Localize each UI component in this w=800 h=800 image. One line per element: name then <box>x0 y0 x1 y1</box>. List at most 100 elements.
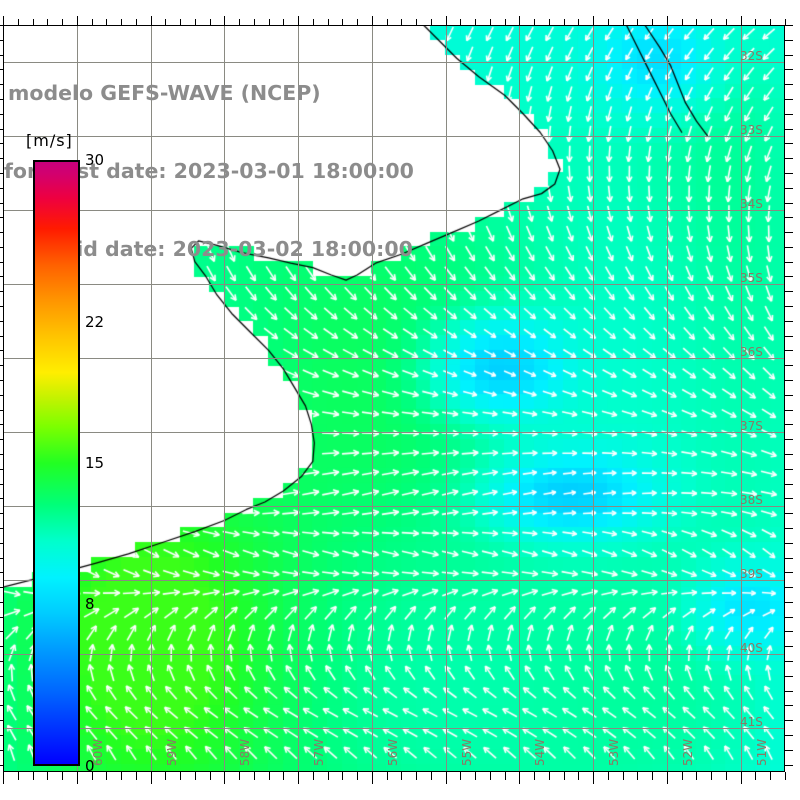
axis-tick <box>785 513 793 514</box>
axis-tick <box>785 203 793 204</box>
latitude-label: 40S <box>740 640 763 655</box>
gridline-lat <box>3 358 785 359</box>
axis-tick <box>534 772 535 780</box>
axis-tick <box>785 765 793 766</box>
latitude-label: 36S <box>740 344 763 359</box>
axis-tick <box>151 772 152 784</box>
axis-tick <box>785 99 793 100</box>
gridline-lat <box>3 580 785 581</box>
axis-tick <box>785 454 793 455</box>
gridline-lon <box>224 25 225 772</box>
gridline-lon <box>741 25 742 772</box>
axis-tick <box>121 772 122 780</box>
gridline-lat <box>3 654 785 655</box>
gridline-lat <box>3 62 785 63</box>
axis-tick <box>578 772 579 780</box>
axis-tick <box>785 691 793 692</box>
axis-tick <box>785 410 793 411</box>
axis-tick <box>785 558 793 559</box>
axis-tick <box>785 217 793 218</box>
axis-tick <box>401 772 402 780</box>
axis-tick <box>623 772 624 780</box>
axis-tick <box>785 365 793 366</box>
axis-tick <box>328 772 329 780</box>
axis-tick <box>770 772 771 780</box>
axis-tick <box>608 772 609 780</box>
latitude-label: 39S <box>740 566 763 581</box>
colorbar[interactable] <box>33 160 80 766</box>
longitude-label: 52W <box>680 738 695 766</box>
latitude-label: 41S <box>740 714 763 729</box>
title-model-line: modelo GEFS-WAVE (NCEP) <box>8 81 321 105</box>
axis-tick <box>785 705 793 706</box>
axis-tick <box>195 772 196 780</box>
title-valid-date: valid date: 2023-03-02 18:00:00 <box>42 237 413 261</box>
latitude-label: 34S <box>740 196 763 211</box>
gridline-lon <box>667 25 668 772</box>
axis-tick <box>785 587 793 588</box>
axis-tick <box>180 772 181 780</box>
axis-tick <box>269 772 270 780</box>
axis-tick <box>18 772 19 780</box>
axis-tick <box>785 572 793 573</box>
title-forecast-date: forecast date: 2023-03-01 18:00:00 <box>4 159 414 183</box>
axis-tick <box>313 772 314 780</box>
axis-tick <box>785 114 793 115</box>
map-plot-area[interactable] <box>3 25 785 772</box>
axis-tick <box>785 661 793 662</box>
axis-tick <box>505 772 506 780</box>
axis-ticks-right <box>785 25 797 772</box>
axis-tick <box>785 188 793 189</box>
axis-tick <box>785 321 793 322</box>
axis-tick <box>785 380 793 381</box>
axis-tick <box>62 772 63 780</box>
axis-tick <box>726 772 727 780</box>
axis-tick <box>490 772 491 780</box>
axis-tick <box>475 772 476 780</box>
latitude-label: 35S <box>740 270 763 285</box>
axis-tick <box>564 772 565 780</box>
axis-tick <box>785 40 793 41</box>
axis-tick <box>785 631 793 632</box>
axis-tick <box>785 336 793 337</box>
latitude-label: 33S <box>740 122 763 137</box>
axis-tick <box>3 772 4 784</box>
axis-tick <box>696 772 697 780</box>
gridline-lon <box>519 25 520 772</box>
axis-tick <box>785 439 793 440</box>
axis-tick <box>239 772 240 780</box>
colorbar-tick-label: 30 <box>85 151 105 169</box>
axis-tick <box>165 772 166 780</box>
axis-tick <box>785 69 793 70</box>
colorbar-unit-label: [m/s] <box>26 131 73 150</box>
axis-tick <box>785 84 793 85</box>
gridline-lat <box>3 506 785 507</box>
axis-tick <box>372 772 373 784</box>
axis-tick <box>785 350 793 351</box>
longitude-label: 58W <box>238 738 253 766</box>
axis-tick <box>785 772 786 780</box>
latitude-label: 37S <box>740 418 763 433</box>
axis-tick <box>254 772 255 780</box>
axis-tick <box>283 772 284 780</box>
axis-tick <box>785 173 793 174</box>
axis-tick <box>755 772 756 780</box>
axis-tick <box>224 772 225 784</box>
gridline-lon <box>372 25 373 772</box>
axis-tick <box>387 772 388 780</box>
axis-tick <box>785 646 793 647</box>
axis-tick <box>785 262 793 263</box>
axis-tick <box>652 772 653 780</box>
axis-tick <box>785 735 793 736</box>
axis-tick <box>33 772 34 780</box>
axis-tick <box>357 772 358 780</box>
axis-tick <box>785 19 786 26</box>
axis-tick <box>637 772 638 780</box>
gridline-lon <box>593 25 594 772</box>
axis-tick <box>711 772 712 780</box>
axis-tick <box>741 772 742 784</box>
axis-tick <box>785 543 793 544</box>
axis-tick <box>519 772 520 784</box>
gridline-lon <box>151 25 152 772</box>
axis-tick <box>785 395 793 396</box>
